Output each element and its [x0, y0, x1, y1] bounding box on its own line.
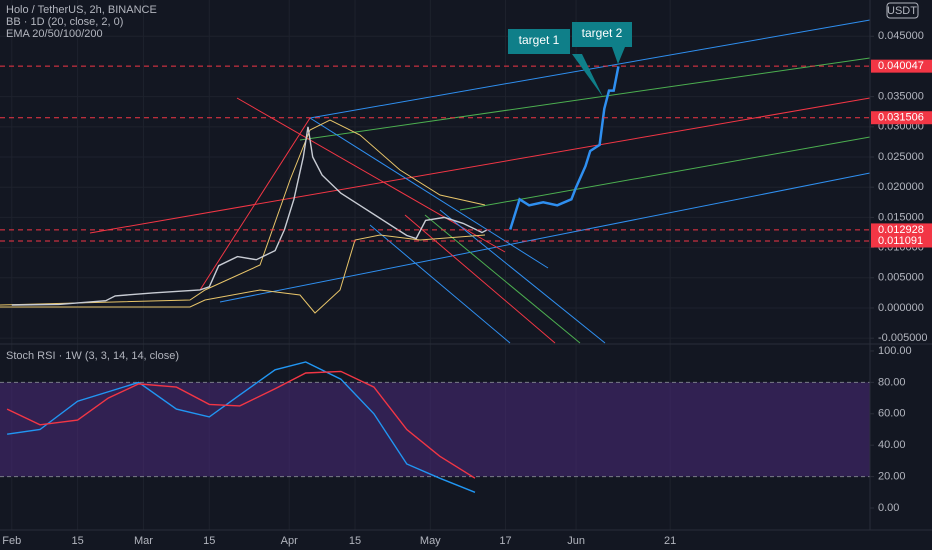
- drawings: [0, 19, 871, 344]
- y-tick-label: -0.005000: [878, 332, 928, 344]
- callout-box: [572, 22, 632, 64]
- fork-line: [459, 136, 871, 211]
- price-label: 0.012928: [878, 224, 924, 236]
- indicator-label: BB · 1D (20, close, 2, 0): [6, 16, 123, 28]
- fork-line: [199, 117, 311, 291]
- fork-line: [299, 57, 871, 141]
- x-tick-label: 15: [71, 535, 83, 547]
- y-tick-label: 80.00: [878, 376, 906, 388]
- price-line: [7, 361, 476, 493]
- x-tick-label: Mar: [134, 535, 153, 547]
- y-tick-label: 0.000000: [878, 302, 924, 314]
- x-tick-label: May: [420, 535, 441, 547]
- callouts: target 1 target 2: [508, 22, 632, 97]
- fork-line: [309, 117, 549, 269]
- fork-line: [219, 172, 871, 303]
- x-tick-label: Feb: [2, 535, 21, 547]
- x-tick-label: 15: [349, 535, 361, 547]
- price-label-box: [871, 234, 932, 248]
- fork-line: [309, 19, 871, 119]
- bb-upper: [0, 119, 486, 306]
- pane-title: Stoch RSI · 1W (3, 3, 14, 14, close): [6, 350, 179, 362]
- fork-line: [369, 224, 511, 344]
- x-tick-label: Apr: [281, 535, 298, 547]
- fork-line: [439, 209, 606, 344]
- price-label: 0.040047: [878, 60, 924, 72]
- price-label-box: [871, 59, 932, 73]
- fork-line: [89, 97, 871, 234]
- stoch-band: [0, 382, 870, 477]
- callout-box: [508, 29, 603, 97]
- y-tick-label: 0.025000: [878, 151, 924, 163]
- y-tick-label: 0.00: [878, 502, 899, 514]
- chart-title: Holo / TetherUS, 2h, BINANCE: [6, 4, 157, 16]
- x-tick-label: 15: [203, 535, 215, 547]
- y-tick-label: 0.035000: [878, 91, 924, 103]
- bb-lower: [0, 234, 486, 314]
- y-tick-label: 20.00: [878, 471, 906, 483]
- currency[interactable]: USDT: [887, 5, 917, 17]
- callout-text: target 1: [519, 33, 560, 47]
- price-label-box: [871, 111, 932, 125]
- y-tick-label: 0.005000: [878, 272, 924, 284]
- y-tick-label: 0.020000: [878, 181, 924, 193]
- callout-text: target 2: [582, 26, 623, 40]
- y-tick-label: 100.00: [878, 345, 912, 357]
- fork-line: [404, 214, 556, 344]
- y-tick-label: 60.00: [878, 408, 906, 420]
- price-line: [6, 370, 476, 479]
- price-label: 0.011091: [878, 235, 923, 247]
- price-line: [11, 126, 488, 306]
- y-tick-label: 0.015000: [878, 211, 924, 223]
- x-tick-label: 17: [499, 535, 511, 547]
- price-line: [509, 66, 620, 230]
- x-tick-label: 21: [664, 535, 676, 547]
- y-tick-label: 40.00: [878, 439, 906, 451]
- x-tick-label: Jun: [567, 535, 585, 547]
- marks: [0, 65, 870, 493]
- price-label: 0.031506: [878, 112, 924, 124]
- fork-line: [424, 214, 581, 344]
- y-tick-label: 0.045000: [878, 30, 924, 42]
- currency-box[interactable]: [886, 2, 919, 19]
- indicator-label: EMA 20/50/100/200: [6, 28, 103, 40]
- labels: 0.0450000.0350000.0300000.0250000.020000…: [2, 30, 932, 547]
